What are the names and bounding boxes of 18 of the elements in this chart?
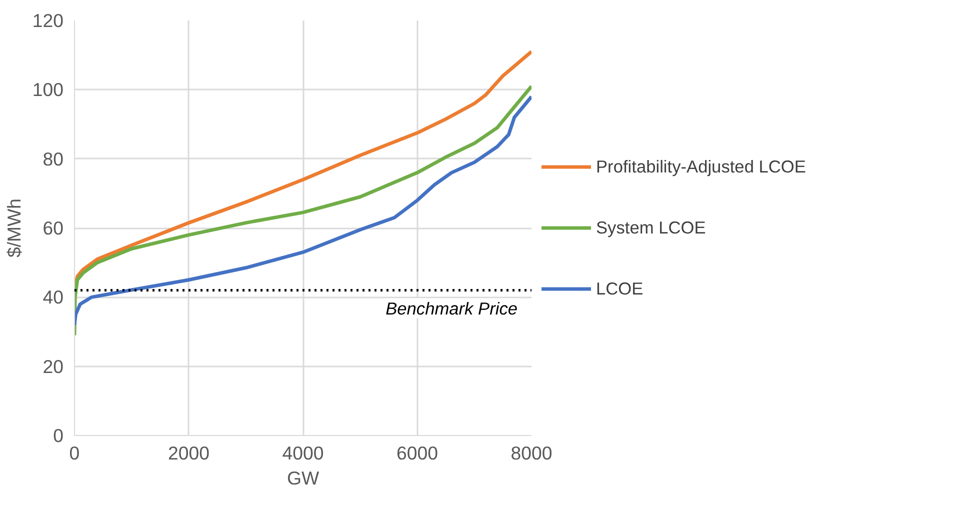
x-tick-label: 2000 bbox=[168, 442, 210, 464]
y-tick-label: 80 bbox=[42, 148, 64, 170]
y-tick-label: 20 bbox=[42, 356, 64, 377]
y-tick-label: 40 bbox=[42, 286, 64, 308]
legend-label: Profitability-Adjusted LCOE bbox=[596, 156, 806, 177]
x-tick-label: 0 bbox=[69, 442, 80, 464]
x-tick-label: 4000 bbox=[282, 442, 324, 464]
y-axis-title: $/MWh bbox=[3, 198, 24, 258]
y-tick-label: 60 bbox=[42, 218, 64, 238]
legend-label: LCOE bbox=[596, 278, 644, 299]
x-tick-label: 6000 bbox=[396, 442, 438, 464]
legend-label: System LCOE bbox=[596, 217, 706, 238]
y-tick-label: 100 bbox=[32, 79, 64, 100]
y-tick-label: 120 bbox=[32, 10, 64, 31]
y-tick-label: 0 bbox=[53, 425, 64, 446]
x-tick-label: 8000 bbox=[510, 442, 552, 464]
ref-line-label: Benchmark Price bbox=[386, 298, 518, 318]
x-axis-title: GW bbox=[286, 468, 320, 488]
